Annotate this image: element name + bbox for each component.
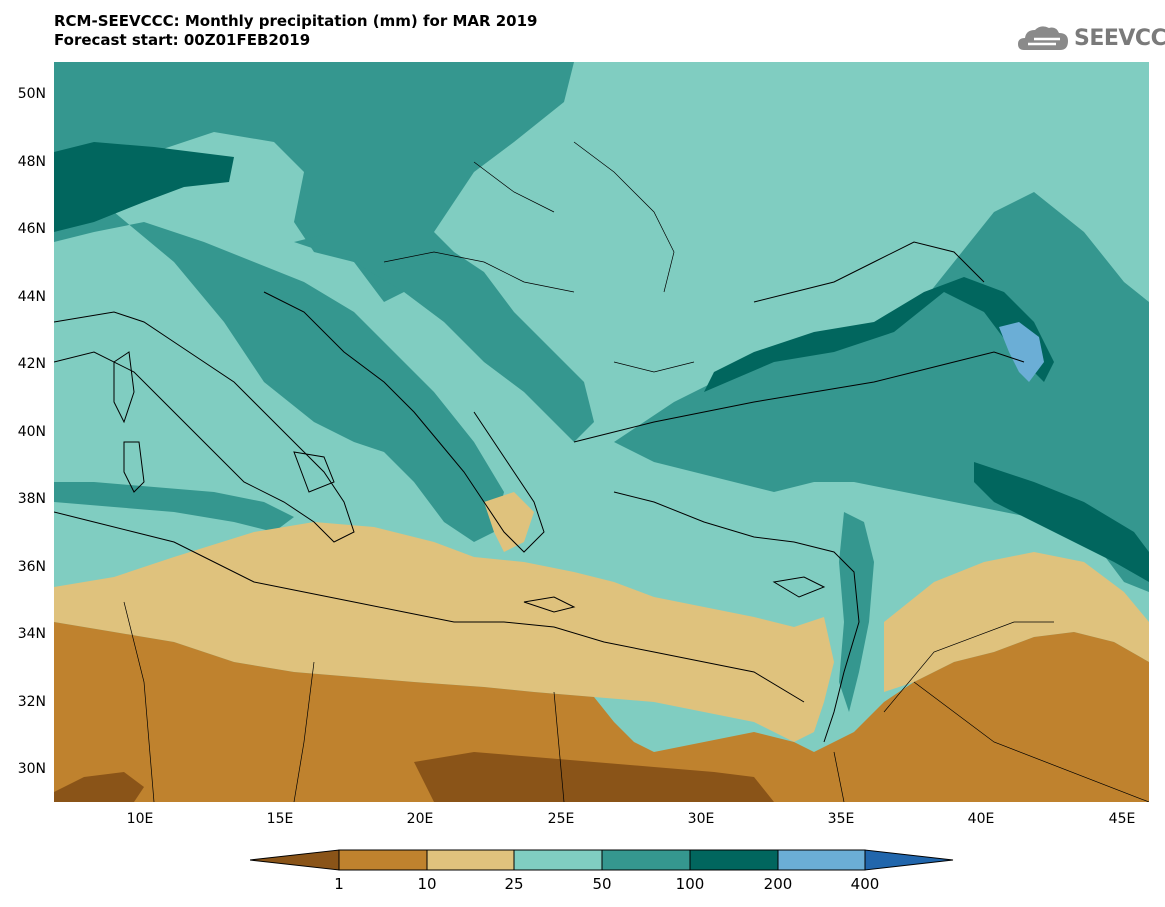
- legend-bin-7: [777, 849, 866, 871]
- zone-dinarides: [294, 232, 594, 442]
- legend-bin-3: [426, 849, 515, 871]
- legend-label-10: 10: [417, 875, 437, 893]
- legend-label-200: 200: [763, 875, 793, 893]
- y-tick-44n: 44N: [17, 289, 46, 305]
- zone-peloponnese-dry: [484, 492, 534, 552]
- zone-tunisia-desert: [54, 772, 144, 802]
- legend-bin-1: [249, 849, 340, 871]
- zone-north-africa-coast: [54, 482, 294, 532]
- map-canvas: [54, 62, 1149, 802]
- color-legend: 1 10 25 50 100 200 400: [249, 848, 955, 898]
- zone-georgia-max: [999, 322, 1044, 382]
- legend-label-1: 1: [334, 875, 344, 893]
- zone-libyan-desert: [414, 752, 774, 802]
- y-tick-50n: 50N: [17, 86, 46, 102]
- y-tick-48n: 48N: [17, 154, 46, 170]
- seevccc-logo: SEEVCCC: [1016, 22, 1165, 56]
- logo-text: SEEVCCC: [1074, 26, 1165, 51]
- x-tick-40e: 40E: [967, 811, 995, 827]
- legend-bin-4: [513, 849, 603, 871]
- zone-sahara: [54, 622, 1149, 802]
- legend-colorbar: [249, 849, 954, 871]
- x-tick-45e: 45E: [1108, 811, 1136, 827]
- y-tick-32n: 32N: [17, 694, 46, 710]
- legend-label-50: 50: [592, 875, 612, 893]
- zone-apennines: [54, 202, 504, 542]
- coastlines: [54, 241, 1025, 743]
- zone-libya-egypt-coast: [54, 522, 834, 742]
- x-tick-10e: 10E: [126, 811, 154, 827]
- legend-bin-8: [864, 849, 954, 871]
- precipitation-map: [54, 62, 1149, 802]
- zone-zagros: [974, 462, 1149, 582]
- title-line-2: Forecast start: 00Z01FEB2019: [54, 31, 311, 49]
- legend-bin-5: [601, 849, 691, 871]
- country-borders: [123, 141, 1149, 802]
- legend-bin-6: [689, 849, 779, 871]
- map-title: RCM-SEEVCCC: Monthly precipitation (mm) …: [54, 12, 538, 50]
- legend-label-25: 25: [504, 875, 524, 893]
- y-tick-42n: 42N: [17, 356, 46, 372]
- y-tick-38n: 38N: [17, 491, 46, 507]
- y-tick-36n: 36N: [17, 559, 46, 575]
- zone-alps-heavy: [54, 142, 234, 232]
- x-tick-20e: 20E: [406, 811, 434, 827]
- legend-bin-2: [338, 849, 428, 871]
- x-tick-15e: 15E: [266, 811, 294, 827]
- legend-label-400: 400: [850, 875, 880, 893]
- zone-alps-north: [54, 62, 574, 302]
- y-tick-40n: 40N: [17, 424, 46, 440]
- y-tick-46n: 46N: [17, 221, 46, 237]
- y-tick-34n: 34N: [17, 626, 46, 642]
- y-tick-30n: 30N: [17, 761, 46, 777]
- x-tick-35e: 35E: [827, 811, 855, 827]
- x-tick-25e: 25E: [547, 811, 575, 827]
- zone-pontic: [704, 277, 1054, 392]
- title-line-1: RCM-SEEVCCC: Monthly precipitation (mm) …: [54, 12, 538, 30]
- cloud-icon: [1018, 26, 1068, 50]
- legend-label-100: 100: [675, 875, 705, 893]
- x-tick-30e: 30E: [687, 811, 715, 827]
- zone-levant: [839, 512, 874, 712]
